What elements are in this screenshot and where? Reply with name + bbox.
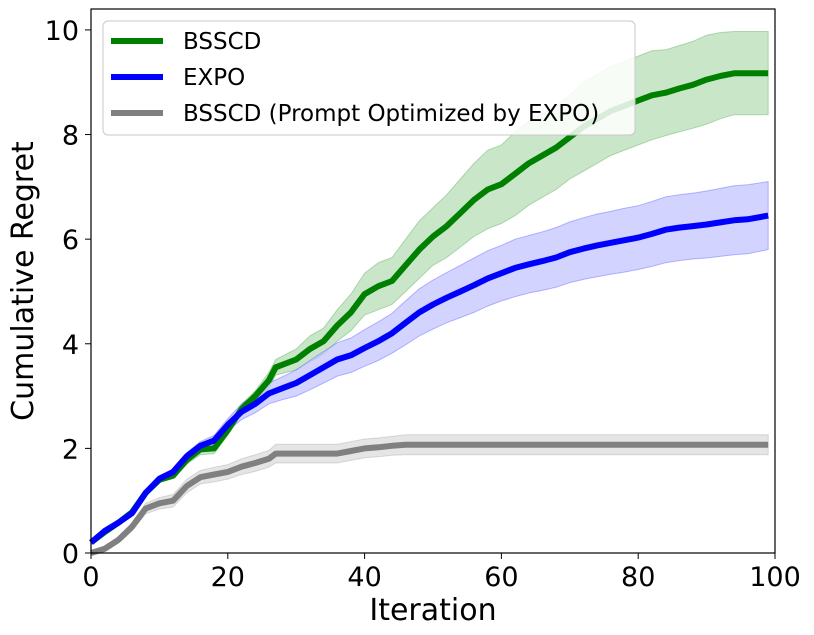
x-tick-label: 20 (211, 562, 245, 593)
y-axis-ticks: 0 2 4 6 8 10 (45, 16, 91, 570)
y-tick-label: 6 (62, 225, 79, 256)
series-lines (89, 70, 769, 556)
x-tick-label: 40 (347, 562, 381, 593)
x-tick-label: 60 (484, 562, 518, 593)
band-series-2 (90, 181, 769, 546)
x-tick-label: 0 (82, 562, 99, 593)
y-tick-label: 0 (62, 539, 79, 570)
x-tick-label: 100 (749, 562, 801, 593)
y-tick-label: 4 (62, 330, 79, 361)
legend-box (102, 20, 636, 136)
y-tick-label: 2 (62, 434, 79, 465)
y-axis-label: Cumulative Regret (6, 141, 41, 421)
legend: BSSCD EXPO BSSCD (Prompt Optimized by EXPO… (102, 20, 636, 136)
line-series-3 (90, 441, 769, 556)
y-tick-label: 10 (45, 16, 79, 47)
line-series-1 (89, 70, 769, 545)
plot-frame (90, 8, 776, 554)
y-tick-label: 8 (62, 121, 79, 152)
x-axis-ticks: 0 20 40 60 80 100 (82, 553, 801, 593)
legend-label-3: BSSCD (Prompt Optimized by EXPO) (183, 101, 599, 127)
confidence-bands (90, 31, 769, 556)
line-series-2 (89, 212, 769, 545)
legend-label-2: EXPO (183, 65, 245, 91)
legend-label-1: BSSCD (183, 29, 261, 55)
x-tick-label: 80 (621, 562, 655, 593)
x-axis-label: Iteration (369, 593, 496, 628)
band-series-3 (90, 434, 769, 556)
